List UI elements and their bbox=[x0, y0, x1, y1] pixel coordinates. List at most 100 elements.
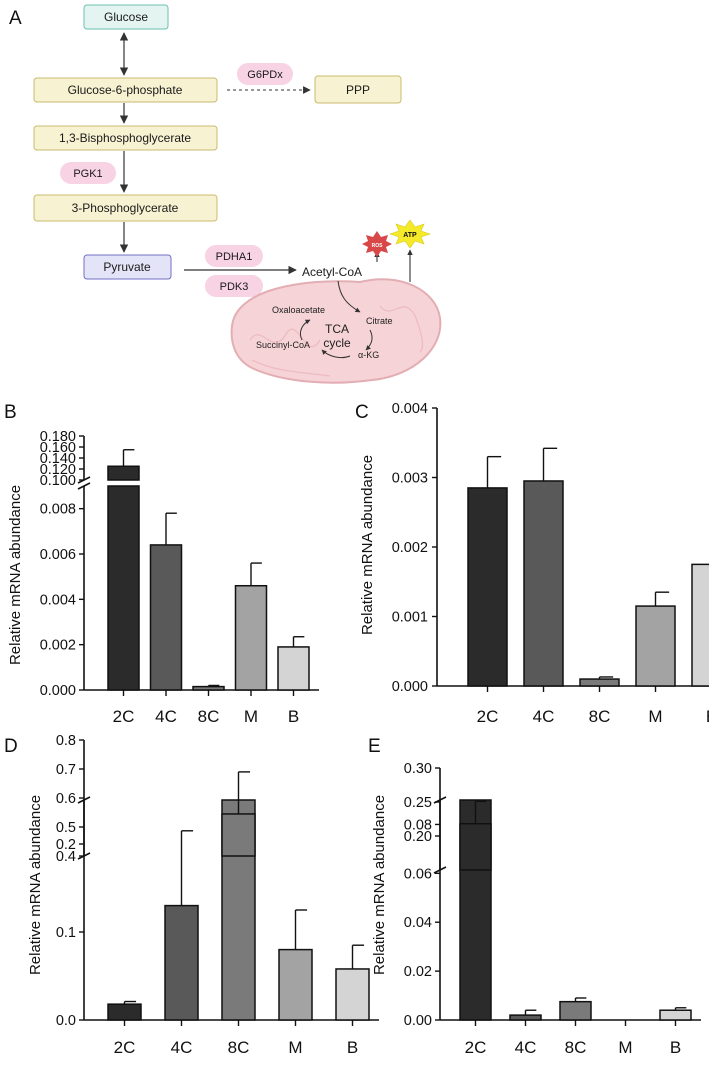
axis-break-mark bbox=[77, 796, 91, 804]
bar-upper-segment bbox=[459, 823, 492, 871]
y-tick-label: 0.008 bbox=[40, 502, 76, 518]
g6p-box bbox=[33, 77, 218, 103]
mitochondrion-cristae bbox=[249, 305, 424, 377]
bar bbox=[579, 678, 620, 687]
y-tick-label: 0.006 bbox=[40, 547, 76, 563]
y-tick-label: 0.6 bbox=[56, 791, 76, 807]
x-category-label: M bbox=[244, 707, 258, 726]
bar bbox=[335, 968, 370, 1021]
y-axis-label: Relative mRNA abundance bbox=[7, 485, 24, 665]
bar bbox=[523, 480, 564, 687]
x-category-label: 2C bbox=[465, 1038, 487, 1057]
ppp-box bbox=[314, 75, 402, 104]
bar bbox=[107, 1003, 142, 1021]
y-tick-label: 0.002 bbox=[392, 540, 428, 556]
y-tick-label: 0.06 bbox=[404, 866, 432, 882]
bar bbox=[691, 563, 709, 687]
x-category-label: 4C bbox=[533, 707, 555, 726]
panel-letter-a: A bbox=[9, 8, 22, 29]
y-tick-label: 0.004 bbox=[40, 592, 76, 608]
y-tick-label: 0.002 bbox=[40, 638, 76, 654]
panel-letter-c: C bbox=[355, 402, 369, 423]
bar bbox=[192, 685, 225, 691]
y-tick-label: 0.100 bbox=[40, 473, 76, 489]
pg3-label: 3-Phosphoglycerate bbox=[72, 201, 179, 215]
ros-burst-icon bbox=[362, 231, 392, 257]
bar bbox=[659, 1009, 692, 1021]
pdk3-label: PDK3 bbox=[220, 281, 249, 293]
y-tick-label: 0.000 bbox=[40, 683, 76, 699]
citrate-label: Citrate bbox=[366, 316, 393, 326]
bpg-label: 1,3-Bisphosphoglycerate bbox=[59, 131, 191, 145]
bar bbox=[559, 1000, 592, 1021]
chart-e-marks: Relative mRNA abundance 0.00 0.02 0.04 0.06 0… bbox=[371, 761, 701, 1057]
bar bbox=[149, 544, 183, 691]
tca-label-line2: cycle bbox=[323, 336, 351, 350]
g6pdx-label: G6PDx bbox=[247, 69, 283, 81]
pyruvate-box bbox=[83, 254, 172, 280]
chart-panel-d: D Relative mRNA abundance 0.0 0.1 0.20.4 0.5… bbox=[4, 733, 379, 1057]
y-axis-label: Relative mRNA abundance bbox=[359, 455, 376, 635]
ppp-label: PPP bbox=[346, 83, 370, 97]
glucose-box bbox=[83, 4, 169, 30]
y-tick-label: 0.2 bbox=[56, 837, 76, 853]
x-category-label: 2C bbox=[113, 707, 135, 726]
succinylcoa-label: Succinyl-CoA bbox=[256, 340, 310, 350]
tca-label-line1: TCA bbox=[325, 322, 349, 336]
y-tick-label: 0.8 bbox=[56, 733, 76, 749]
pg3-box bbox=[33, 194, 218, 222]
g6p-label: Glucose-6-phosphate bbox=[68, 83, 183, 97]
pdha1-label: PDHA1 bbox=[216, 251, 253, 263]
x-category-label: B bbox=[288, 707, 299, 726]
x-category-label: 4C bbox=[155, 707, 177, 726]
y-tick-label: 0.140 bbox=[40, 451, 76, 467]
bar bbox=[107, 485, 140, 691]
x-category-label: B bbox=[347, 1038, 358, 1057]
panel-letter-b: B bbox=[4, 402, 17, 423]
y-axis-label: Relative mRNA abundance bbox=[371, 795, 388, 975]
y-tick-label: 0.1 bbox=[56, 925, 76, 941]
pgk1-pill bbox=[60, 162, 116, 184]
citrate-akg-arrow bbox=[365, 329, 373, 351]
axis-break-mark bbox=[77, 482, 91, 490]
mitochondrion bbox=[230, 278, 442, 384]
bar bbox=[509, 1014, 542, 1021]
y-tick-label: 0.30 bbox=[404, 761, 432, 777]
x-category-label: 2C bbox=[114, 1038, 136, 1057]
x-category-label: 2C bbox=[477, 707, 499, 726]
bar bbox=[234, 584, 268, 691]
y-tick-label: 0.000 bbox=[392, 679, 428, 695]
atp-label: ATP bbox=[403, 232, 417, 239]
y-tick-label: 0.180 bbox=[40, 429, 76, 445]
axis-break-mark bbox=[433, 866, 447, 874]
akg-succinyl-arrow bbox=[321, 349, 351, 359]
y-tick-label: 0.120 bbox=[40, 462, 76, 478]
y-tick-label: 0.20 bbox=[404, 829, 432, 845]
x-category-label: 4C bbox=[171, 1038, 193, 1057]
bar bbox=[164, 904, 199, 1021]
pgk1-label: PGK1 bbox=[73, 168, 102, 180]
y-tick-label: 0.7 bbox=[56, 762, 76, 778]
pdha1-pill bbox=[205, 245, 263, 267]
pathway-diagram: A Glucose Glucose-6-phosphate G6PDx PPP … bbox=[9, 4, 442, 384]
y-tick-label: 0.02 bbox=[404, 964, 432, 980]
chart-b-marks: Relative mRNA abundance 0.000 0.002 0.004 0.… bbox=[7, 429, 319, 726]
bar-upper-segment bbox=[107, 465, 140, 481]
oxaloacetate-label: Oxaloacetate bbox=[272, 305, 325, 315]
pdk3-pill bbox=[205, 275, 263, 297]
mitochondrion-shape bbox=[230, 278, 442, 384]
bar bbox=[277, 646, 310, 691]
y-axis-label: Relative mRNA abundance bbox=[27, 795, 44, 975]
y-tick-label: 0.25 bbox=[404, 795, 432, 811]
panel-letter-d: D bbox=[4, 736, 18, 757]
bpg-box bbox=[33, 125, 218, 151]
chart-panel-c: C Relative mRNA abundance 0.000 0.001 0.002… bbox=[355, 401, 709, 726]
chart-d-marks: Relative mRNA abundance 0.0 0.1 0.20.4 0.5 0.… bbox=[27, 733, 379, 1057]
ros-label: ROS bbox=[372, 243, 384, 249]
y-tick-label: 0.001 bbox=[392, 610, 428, 626]
chart-c-marks: Relative mRNA abundance 0.000 0.001 0.002 0.… bbox=[359, 401, 709, 726]
y-tick-label: 0.160 bbox=[40, 440, 76, 456]
y-tick-label: 0.5 bbox=[56, 820, 76, 836]
chart-panel-b: B Relative mRNA abundance 0.000 0.002 0.004… bbox=[4, 402, 319, 726]
